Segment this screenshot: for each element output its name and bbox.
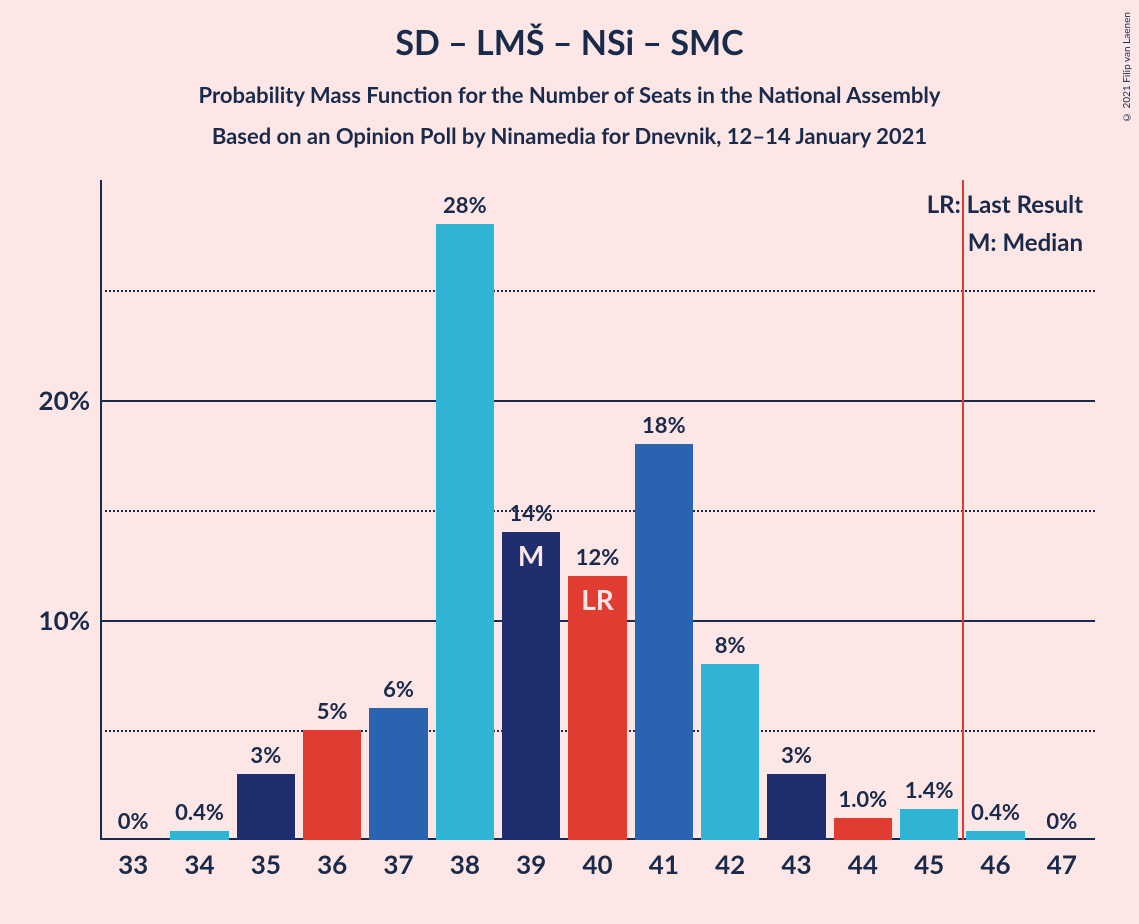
x-axis-tick-label: 45 <box>914 848 944 880</box>
y-axis-tick-label: 10% <box>39 604 90 636</box>
y-axis-tick-label: 20% <box>39 384 90 416</box>
bar-value-label: 0% <box>118 807 149 834</box>
bar <box>369 708 427 840</box>
bar-value-label: 1.4% <box>905 776 954 803</box>
x-axis-tick-label: 36 <box>317 848 347 880</box>
bar-value-label: 18% <box>642 411 686 438</box>
bar-value-label: 1.0% <box>838 785 887 812</box>
x-axis-tick-label: 40 <box>582 848 612 880</box>
gridline-minor <box>100 510 1095 512</box>
bar <box>303 730 361 840</box>
chart-plot-area: LR: Last Result M: Median 10%20%0%330.4%… <box>100 180 1095 840</box>
x-axis-tick-label: 35 <box>251 848 281 880</box>
bar <box>436 224 494 840</box>
bar-value-label: 0.4% <box>971 798 1020 825</box>
x-axis-tick-label: 42 <box>715 848 745 880</box>
bar-value-label: 0% <box>1046 807 1077 834</box>
bar-inside-label: LR <box>581 582 614 616</box>
x-axis-tick-label: 47 <box>1047 848 1077 880</box>
bar <box>900 809 958 840</box>
x-axis-tick-label: 44 <box>848 848 878 880</box>
gridline-minor <box>100 290 1095 292</box>
bar-inside-label: M <box>518 538 544 572</box>
x-axis-tick-label: 33 <box>118 848 148 880</box>
legend-lr: LR: Last Result <box>927 186 1083 224</box>
copyright-text: © 2021 Filip van Laenen <box>1121 12 1133 123</box>
bar <box>767 774 825 840</box>
bar <box>237 774 295 840</box>
legend-m: M: Median <box>927 224 1083 262</box>
chart-subtitle-1: Probability Mass Function for the Number… <box>0 81 1139 108</box>
bar-value-label: 3% <box>250 741 281 768</box>
bar <box>701 664 759 840</box>
x-axis-tick-label: 39 <box>516 848 546 880</box>
bar-value-label: 14% <box>509 499 553 526</box>
x-axis-tick-label: 41 <box>649 848 679 880</box>
bar <box>635 444 693 840</box>
bar-value-label: 12% <box>576 543 620 570</box>
bar-value-label: 3% <box>781 741 812 768</box>
chart-title: SD – LMŠ – NSi – SMC <box>0 0 1139 63</box>
legend: LR: Last Result M: Median <box>927 186 1083 263</box>
x-axis-tick-label: 38 <box>450 848 480 880</box>
x-axis-tick-label: 37 <box>383 848 413 880</box>
bar <box>834 818 892 840</box>
bar <box>170 831 228 840</box>
x-axis-tick-label: 34 <box>184 848 214 880</box>
bar-value-label: 6% <box>383 675 414 702</box>
x-axis-tick-label: 46 <box>980 848 1010 880</box>
bar <box>966 831 1024 840</box>
bar-value-label: 28% <box>443 191 487 218</box>
x-axis-tick-label: 43 <box>781 848 811 880</box>
bar <box>502 532 560 840</box>
bar-value-label: 0.4% <box>175 798 224 825</box>
gridline-major <box>100 400 1095 402</box>
majority-line <box>962 180 964 840</box>
bar-value-label: 5% <box>317 697 348 724</box>
bar-value-label: 8% <box>715 631 746 658</box>
chart-subtitle-2: Based on an Opinion Poll by Ninamedia fo… <box>0 122 1139 149</box>
